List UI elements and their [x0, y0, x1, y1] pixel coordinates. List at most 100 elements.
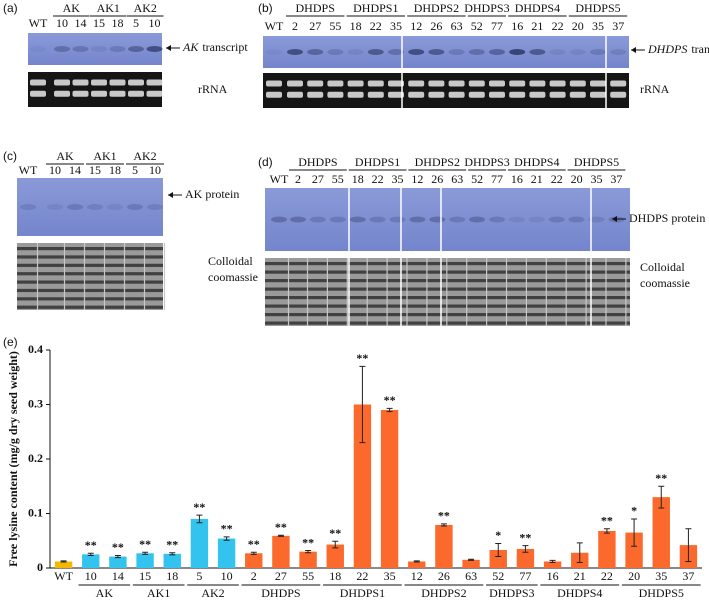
gel-band — [468, 91, 485, 98]
protein-stripe — [265, 287, 630, 291]
lane-label: 35 — [392, 172, 404, 186]
bar — [163, 553, 181, 568]
bar — [462, 559, 480, 568]
y-tick-label: 0 — [37, 560, 43, 574]
gel-band — [30, 90, 46, 97]
blot-band — [389, 216, 406, 223]
gel-band — [509, 91, 526, 98]
bar — [435, 524, 453, 568]
bar — [652, 497, 670, 568]
lane-label: 15 — [89, 163, 101, 177]
significance: ** — [221, 522, 233, 536]
lane-label: 18 — [112, 16, 124, 30]
significance: * — [631, 504, 637, 518]
lane-label: 10 — [149, 163, 161, 177]
wt-label: WT — [270, 172, 289, 186]
lane-label: 10 — [49, 163, 61, 177]
lane-label: 22 — [552, 19, 564, 33]
group-label: DHDPS3 — [464, 155, 509, 169]
gel-band — [287, 91, 303, 98]
group-label: DHDPS2 — [415, 155, 460, 169]
blot-band — [408, 49, 425, 55]
gel-band — [489, 80, 505, 87]
group-label: DHDPS1 — [340, 586, 385, 598]
protein-stripe — [17, 263, 163, 267]
significance: ** — [193, 500, 205, 514]
gel-band — [72, 79, 89, 86]
significance: ** — [384, 393, 396, 407]
significance: ** — [248, 537, 260, 551]
blot-band — [147, 204, 163, 210]
blot-band — [588, 216, 605, 223]
gel-band — [266, 80, 282, 87]
gel-band — [610, 91, 627, 98]
lane-label: 18 — [350, 19, 362, 33]
blot-band — [388, 49, 404, 55]
lane-label: 52 — [471, 172, 483, 186]
bar — [54, 561, 73, 568]
x-tick-label: 15 — [139, 569, 151, 583]
significance: ** — [655, 471, 667, 485]
group-label: DHDPS1 — [353, 1, 398, 15]
group-label: DHDPS — [296, 1, 335, 15]
y-tick-label: 0.1 — [28, 505, 43, 519]
lane-label: 18 — [109, 163, 121, 177]
gel — [263, 73, 629, 108]
lane-label: 77 — [491, 19, 503, 33]
annotation: AK protein — [185, 187, 239, 201]
bar — [109, 556, 127, 568]
blot-band — [127, 204, 143, 210]
lane-label: 27 — [312, 172, 324, 186]
bar — [136, 553, 154, 568]
blot-band — [271, 216, 287, 223]
gel-band — [468, 80, 485, 87]
blot-band — [290, 216, 306, 223]
blot-band — [528, 216, 545, 223]
x-tick-label: 77 — [519, 569, 531, 583]
error-bar — [576, 542, 583, 564]
group-label: AK — [96, 586, 114, 598]
control-label: rRNA — [198, 82, 228, 96]
gel-band — [54, 90, 70, 97]
blot-band — [489, 216, 505, 223]
gel-band — [327, 91, 344, 98]
protein-stripe — [265, 296, 630, 300]
error-bar — [196, 514, 203, 524]
gel-band — [307, 80, 324, 87]
protein-stripe — [265, 262, 630, 266]
blot-band — [146, 46, 163, 52]
lane-label: 2 — [292, 19, 298, 33]
error-bar — [277, 534, 284, 537]
arrow-head — [631, 47, 636, 53]
panel-label: (d) — [258, 155, 273, 169]
blot-band — [72, 46, 89, 52]
gel-band — [91, 79, 107, 86]
lane-label: 37 — [610, 172, 622, 186]
error-bar — [223, 536, 230, 541]
blot-band — [409, 216, 426, 223]
group-label: AK1 — [97, 1, 120, 15]
x-tick-label: 10 — [85, 569, 97, 583]
group-label: DHDPS5 — [574, 155, 619, 169]
wt-label: WT — [265, 19, 284, 33]
lane-label: 26 — [430, 19, 442, 33]
gel-band — [529, 91, 546, 98]
gel-band — [448, 80, 465, 87]
annotation-part: AK — [182, 40, 199, 54]
gel-band — [266, 91, 282, 98]
gel-band — [287, 80, 303, 87]
error-bar — [169, 552, 176, 556]
group-label: DHDPS — [261, 586, 300, 598]
gel-band — [54, 79, 70, 86]
blot-band — [329, 216, 346, 223]
x-tick-label: WT — [54, 569, 73, 583]
x-tick-label: 27 — [275, 569, 287, 583]
blot-band — [67, 204, 83, 210]
error-bar — [87, 552, 94, 556]
significance: ** — [139, 537, 151, 551]
y-axis-label: Free lysine content (mg/g dry seed weigh… — [6, 351, 20, 567]
gel-band — [549, 91, 566, 98]
protein-stripe — [265, 321, 630, 325]
significance: ** — [302, 535, 314, 549]
error-bar — [386, 407, 393, 413]
